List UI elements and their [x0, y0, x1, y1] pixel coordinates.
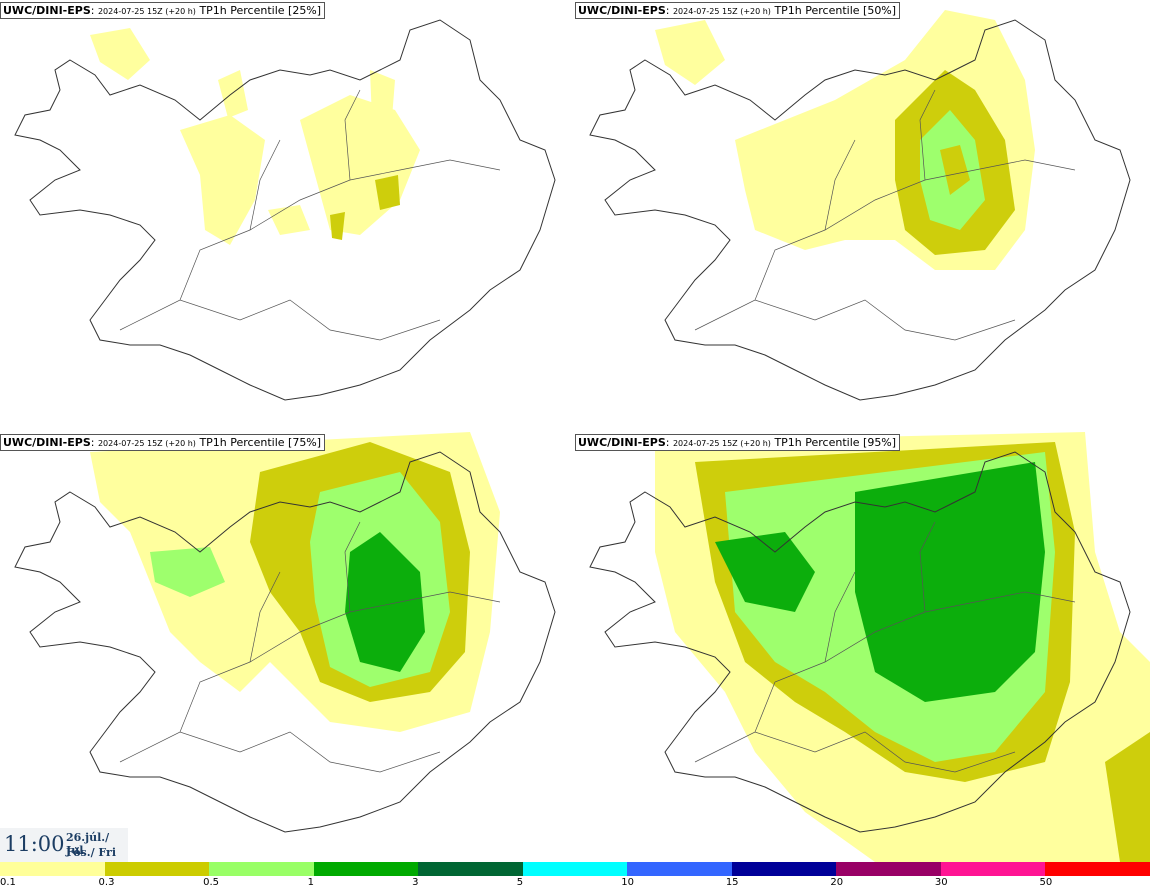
colorbar-swatch	[836, 862, 942, 876]
road-network	[119, 521, 501, 773]
colorbar-swatch	[940, 862, 1047, 876]
precip-map-p25	[14, 19, 556, 401]
valid-weekday: Fös./ Fri	[66, 846, 117, 859]
precip-fill-layer	[655, 432, 1150, 862]
colorbar-swatch	[313, 862, 420, 876]
road-network	[694, 521, 1076, 773]
precip-fill-layer	[655, 10, 1035, 270]
colorbar-tick-label: 15	[725, 877, 739, 888]
road-network	[694, 89, 1076, 341]
precip-map-p75	[14, 432, 556, 833]
map-panel-p75: UWC/DINI-EPS: 2024-07-25 15Z (+20 h) TP1…	[0, 432, 575, 862]
field-label: TP1h Percentile [75%]	[199, 436, 322, 449]
colorbar-tick-label: 0.5	[203, 877, 219, 888]
field-label: TP1h Percentile [95%]	[774, 436, 897, 449]
iceland-coastline	[14, 451, 556, 833]
precip-colorbar	[0, 862, 1150, 876]
colorbar-tick-label: 0.1	[0, 877, 16, 888]
panel-title: UWC/DINI-EPS: 2024-07-25 15Z (+20 h) TP1…	[575, 434, 901, 451]
iceland-coastline	[589, 19, 1131, 401]
colorbar-swatch	[731, 862, 838, 876]
valid-time: 11:00	[4, 832, 65, 856]
colorbar-swatch	[0, 862, 106, 876]
model-name: UWC/DINI-EPS	[578, 4, 666, 17]
colorbar-swatch	[522, 862, 629, 876]
colorbar-swatch	[104, 862, 211, 876]
run-time: 2024-07-25 15Z (+20 h)	[97, 439, 196, 448]
map-panel-p50: UWC/DINI-EPS: 2024-07-25 15Z (+20 h) TP1…	[575, 0, 1150, 430]
colorbar-tick-label: 20	[830, 877, 844, 888]
iceland-coastline	[589, 451, 1131, 833]
road-network	[119, 89, 501, 341]
map-panel-p25: UWC/DINI-EPS: 2024-07-25 15Z (+20 h) TP1…	[0, 0, 575, 430]
colorbar-tick-label: 10	[621, 877, 634, 888]
valid-date: 26.júl./ Jul	[66, 831, 110, 857]
precip-map-p95	[589, 432, 1150, 862]
iceland-coastline	[14, 19, 556, 401]
colorbar-tick-label: 30	[934, 877, 948, 888]
colorbar-tick-label: 0.3	[98, 877, 115, 888]
run-time: 2024-07-25 15Z (+20 h)	[672, 7, 771, 16]
panel-title: UWC/DINI-EPS: 2024-07-25 15Z (+20 h) TP1…	[0, 2, 326, 19]
colorbar-swatch	[209, 862, 315, 876]
precip-fill-layer	[90, 432, 500, 732]
panel-title: UWC/DINI-EPS: 2024-07-25 15Z (+20 h) TP1…	[0, 434, 326, 451]
colorbar-swatch	[418, 862, 524, 876]
colorbar-swatch	[1045, 862, 1150, 876]
panel-title: UWC/DINI-EPS: 2024-07-25 15Z (+20 h) TP1…	[575, 2, 901, 19]
field-label: TP1h Percentile [25%]	[199, 4, 322, 17]
colorbar-tick-label: 1	[307, 877, 314, 888]
run-time: 2024-07-25 15Z (+20 h)	[97, 7, 196, 16]
run-time: 2024-07-25 15Z (+20 h)	[672, 439, 771, 448]
valid-time-box: 11:00 26.júl./ Jul Fös./ Fri	[0, 828, 128, 862]
model-name: UWC/DINI-EPS	[578, 436, 666, 449]
colorbar-tick-label: 3	[412, 877, 419, 888]
field-label: TP1h Percentile [50%]	[774, 4, 897, 17]
map-panel-p95: UWC/DINI-EPS: 2024-07-25 15Z (+20 h) TP1…	[575, 432, 1150, 862]
colorbar-tick-label: 50	[1039, 877, 1053, 888]
colorbar-tick-label: 5	[516, 877, 524, 888]
precip-fill-layer	[90, 28, 420, 245]
model-name: UWC/DINI-EPS	[3, 4, 91, 17]
colorbar-swatch	[627, 862, 733, 876]
model-name: UWC/DINI-EPS	[3, 436, 91, 449]
precip-map-p50	[589, 10, 1131, 401]
